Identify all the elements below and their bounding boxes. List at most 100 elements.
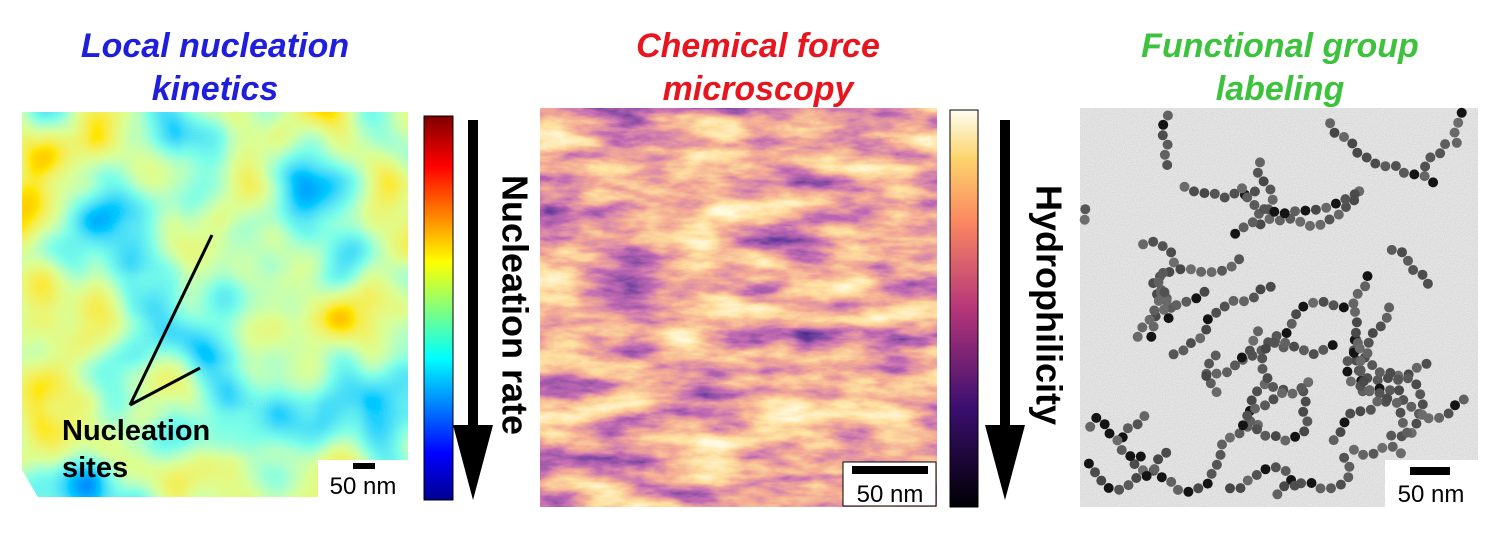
particle: [1411, 379, 1422, 390]
particle: [1162, 110, 1173, 121]
particle: [1372, 396, 1383, 407]
particle: [1252, 167, 1263, 178]
particle: [1168, 257, 1179, 268]
particle: [1210, 350, 1221, 361]
annotation: sites: [62, 452, 128, 484]
particle: [1315, 483, 1326, 494]
particle: [1262, 373, 1273, 384]
particle: [1146, 331, 1157, 342]
particle: [1402, 373, 1413, 384]
particle: [1252, 424, 1262, 435]
particle: [1374, 367, 1385, 378]
particle: [1384, 302, 1395, 313]
panel-title: Local nucleation kinetics Chemical force…: [81, 27, 1419, 108]
particle: [1153, 277, 1164, 288]
particle: [1083, 458, 1094, 469]
particle: [1358, 449, 1369, 460]
particle: [1286, 318, 1297, 329]
particle: [1308, 349, 1319, 360]
particle: [1125, 451, 1136, 462]
particle: [1238, 420, 1248, 431]
particle: [1204, 358, 1215, 369]
title-line: Chemical force: [636, 27, 880, 65]
particle: [1380, 161, 1391, 172]
particle: [1264, 214, 1275, 224]
particle: [1343, 472, 1354, 483]
particle: [1112, 435, 1123, 446]
particle: [1248, 292, 1259, 303]
particle: [1178, 345, 1189, 356]
particle: [1217, 439, 1227, 450]
particle: [1085, 421, 1096, 432]
annotation: Nucleation: [62, 415, 210, 447]
particle: [1149, 305, 1160, 316]
particle: [1260, 430, 1271, 441]
particle: [1229, 188, 1240, 199]
particle: [1091, 412, 1102, 423]
particle: [1420, 161, 1431, 172]
particle: [1306, 478, 1317, 488]
particle: [1358, 376, 1369, 387]
particle: [1290, 431, 1301, 442]
colorbar: [949, 109, 979, 508]
particle: [1202, 314, 1213, 325]
particle: [1355, 356, 1366, 366]
particle: [1122, 423, 1133, 434]
particle: [1434, 412, 1445, 423]
particle: [1425, 152, 1436, 163]
particle: [1295, 216, 1306, 227]
particle: [1252, 386, 1263, 397]
particle: [1435, 148, 1446, 159]
particle: [1196, 266, 1207, 277]
scale-bar: [353, 463, 375, 469]
particle: [1244, 345, 1255, 356]
particle: [1175, 264, 1186, 275]
particle: [1131, 473, 1142, 483]
particle: [1104, 428, 1115, 439]
particle: [1162, 160, 1173, 170]
particle: [1260, 464, 1271, 475]
particle: [1274, 215, 1285, 226]
particle: [1398, 167, 1409, 178]
particle: [1287, 388, 1298, 399]
particle: [1298, 406, 1309, 417]
particle: [1355, 406, 1366, 417]
particle: [1375, 321, 1386, 332]
particle: [1397, 247, 1407, 258]
particle: [1123, 480, 1134, 491]
particle: [1386, 244, 1397, 255]
particle: [1450, 400, 1460, 411]
particle: [1234, 428, 1245, 439]
particle: [1361, 152, 1372, 163]
particle: [1181, 296, 1192, 307]
particle: [1350, 327, 1361, 338]
particle: [1159, 149, 1170, 160]
particle: [1148, 236, 1159, 247]
particle: [1289, 480, 1300, 491]
particle: [1458, 394, 1469, 405]
particle: [1367, 328, 1378, 339]
particle: [1365, 404, 1376, 415]
particle: [1348, 298, 1359, 309]
particle: [1329, 127, 1340, 138]
particle: [1386, 430, 1397, 441]
particle: [1387, 441, 1398, 452]
particle: [1228, 295, 1239, 306]
particle: [1217, 265, 1227, 276]
particle: [1417, 409, 1428, 420]
particle: [1351, 317, 1362, 328]
particle: [1166, 247, 1177, 258]
particle: [1222, 367, 1232, 378]
particle: [1132, 419, 1143, 430]
particle: [1157, 241, 1168, 252]
particle: [1305, 220, 1315, 231]
cfm-map: [539, 107, 938, 508]
particle: [1349, 189, 1360, 200]
particle: [1299, 426, 1310, 437]
particle: [1193, 483, 1204, 494]
particle: [1205, 378, 1216, 389]
particle: [1308, 297, 1319, 308]
particle: [1440, 139, 1451, 150]
particle: [1341, 202, 1351, 212]
